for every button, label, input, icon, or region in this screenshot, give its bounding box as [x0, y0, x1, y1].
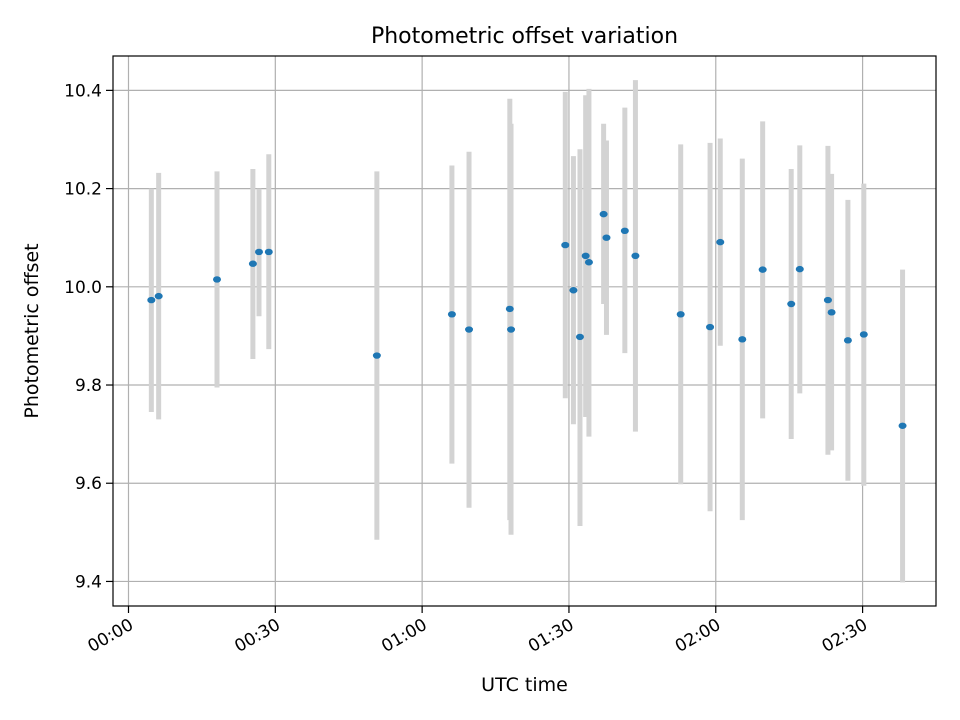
data-point: [561, 241, 570, 249]
y-tick-label: 9.4: [75, 572, 102, 592]
data-point: [255, 248, 264, 256]
data-point: [827, 309, 836, 316]
data-points: [147, 210, 907, 429]
data-point: [620, 227, 629, 235]
data-point: [602, 234, 611, 241]
data-point: [716, 238, 725, 246]
data-point: [584, 259, 593, 266]
y-tick-label: 10.4: [64, 81, 102, 101]
data-point: [248, 260, 257, 267]
data-point: [599, 210, 608, 218]
data-point: [843, 337, 852, 344]
data-point: [447, 311, 456, 318]
data-point: [823, 296, 832, 304]
data-point: [212, 276, 221, 283]
data-point: [372, 352, 381, 359]
y-tick-label: 10.2: [64, 180, 102, 200]
data-point: [795, 265, 804, 273]
grid-lines: [113, 56, 936, 606]
data-point: [507, 326, 516, 333]
data-point: [505, 305, 514, 313]
data-point: [758, 266, 767, 273]
data-point: [706, 323, 715, 331]
data-point: [859, 331, 868, 338]
data-point: [569, 287, 578, 294]
x-tick-label: 01:30: [525, 615, 577, 657]
x-axis-label: UTC time: [481, 674, 568, 696]
x-tick-label: 00:30: [231, 615, 283, 657]
y-tick-label: 9.8: [75, 376, 102, 396]
data-point: [154, 292, 163, 300]
x-tick-label: 01:00: [378, 615, 430, 657]
plot-frame: [112, 55, 937, 607]
x-tick-label: 00:00: [85, 615, 137, 657]
y-tick-label: 9.6: [75, 474, 102, 494]
data-point: [898, 422, 907, 429]
data-point: [264, 248, 273, 256]
chart-title: Photometric offset variation: [371, 24, 678, 49]
x-tick-label: 02:30: [819, 615, 871, 657]
data-point: [738, 336, 747, 343]
data-point: [676, 311, 685, 318]
data-point: [147, 296, 156, 304]
y-axis-label: Photometric offset: [21, 243, 43, 418]
data-point: [465, 326, 474, 333]
data-point: [787, 300, 796, 308]
data-point: [581, 252, 590, 260]
y-tick-label: 10.0: [64, 278, 102, 298]
error-bars: [148, 80, 906, 583]
data-point: [631, 252, 640, 260]
data-point: [575, 333, 584, 341]
x-tick-label: 02:00: [672, 615, 724, 657]
